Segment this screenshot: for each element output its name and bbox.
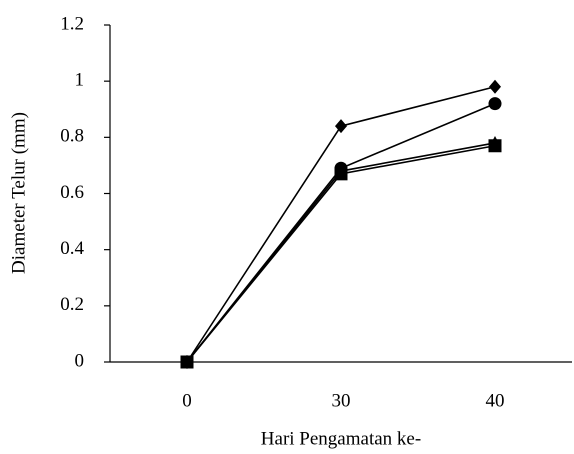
marker — [335, 119, 347, 134]
y-tick-label: 1.2 — [60, 13, 84, 34]
x-tick-label: 0 — [182, 390, 192, 411]
x-tick-label: 30 — [332, 390, 351, 411]
y-tick-label: 0.2 — [60, 294, 84, 315]
y-tick-label: 0.6 — [60, 182, 84, 203]
marker — [489, 79, 501, 94]
y-tick-label: 1 — [75, 70, 85, 91]
marker — [180, 355, 194, 369]
x-tick-label: 40 — [486, 390, 505, 411]
marker — [488, 97, 502, 111]
y-tick-label: 0.4 — [60, 238, 84, 259]
x-axis-title: Hari Pengamatan ke- — [261, 428, 421, 449]
marker — [334, 167, 348, 181]
y-tick-label: 0.8 — [60, 126, 84, 147]
marker — [488, 139, 502, 153]
y-tick-label: 0 — [75, 350, 85, 371]
y-axis-title: Diameter Telur (mm) — [8, 112, 29, 274]
series-line — [186, 102, 496, 363]
